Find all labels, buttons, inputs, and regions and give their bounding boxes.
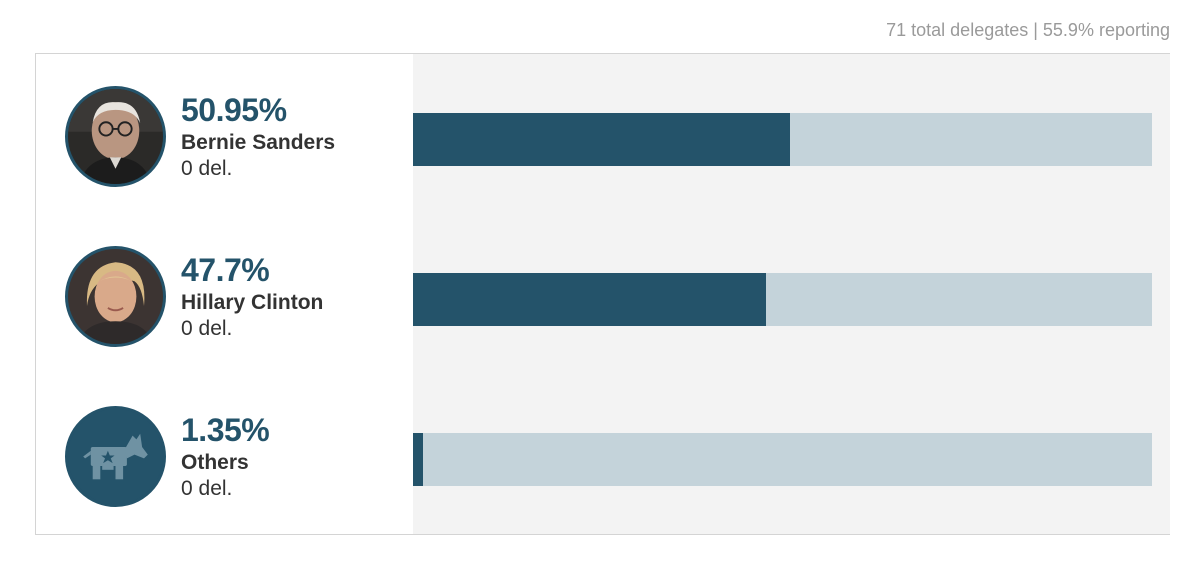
democrat-donkey-icon xyxy=(68,409,163,504)
candidate-row-clinton: 47.7% Hillary Clinton 0 del. xyxy=(36,244,1169,348)
candidate-name: Others xyxy=(181,451,249,474)
bar-track xyxy=(413,433,1152,486)
bar-others xyxy=(413,433,423,486)
candidate-row-others: 1.35% Others 0 del. xyxy=(36,404,1169,508)
others-avatar xyxy=(65,406,166,507)
delegate-count: 0 del. xyxy=(181,477,233,500)
bernie-sanders-photo xyxy=(68,89,163,184)
hillary-clinton-photo xyxy=(68,249,163,344)
hillary-clinton-avatar xyxy=(65,246,166,347)
vote-percentage: 47.7% xyxy=(181,252,270,288)
vote-percentage: 1.35% xyxy=(181,412,270,448)
bernie-sanders-avatar xyxy=(65,86,166,187)
reporting-summary: 71 total delegates | 55.9% reporting xyxy=(886,20,1170,40)
bar-clinton xyxy=(413,273,766,326)
bar-sanders xyxy=(413,113,790,166)
candidate-row-sanders: 50.95% Bernie Sanders 0 del. xyxy=(36,84,1169,188)
candidate-name: Bernie Sanders xyxy=(181,131,336,154)
delegate-count: 0 del. xyxy=(181,317,233,340)
results-panel: 50.95% Bernie Sanders 0 del. 47.7% Hilla… xyxy=(35,53,1170,535)
bar-track xyxy=(413,273,1152,326)
bar-track xyxy=(413,113,1152,166)
candidate-name: Hillary Clinton xyxy=(181,291,324,314)
vote-percentage: 50.95% xyxy=(181,92,287,128)
delegate-count: 0 del. xyxy=(181,157,233,180)
